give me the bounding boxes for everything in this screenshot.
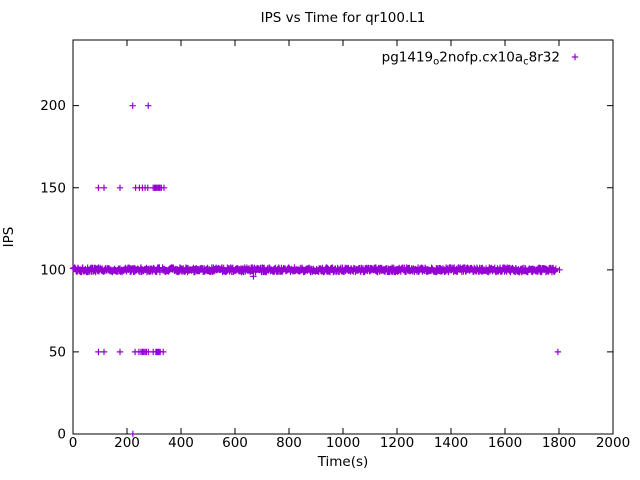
data-point <box>145 102 152 109</box>
y-tick-label: 100 <box>40 262 66 278</box>
data-point <box>95 184 102 191</box>
y-tick-label: 0 <box>57 427 66 443</box>
data-point <box>95 348 102 356</box>
y-axis-label: IPS <box>1 227 17 248</box>
x-tick-label: 1600 <box>488 435 522 451</box>
x-tick-label: 2000 <box>596 435 630 451</box>
x-tick-label: 200 <box>114 435 140 451</box>
x-tick-label: 1800 <box>542 435 576 451</box>
data-point <box>100 348 108 356</box>
data-point <box>100 184 108 191</box>
plot-generated-content: 0 200 400 600 800 1000 1200 1400 1600 1800 2000 0 50… <box>40 39 630 451</box>
x-tick-label: 600 <box>222 435 248 451</box>
x-tick-label: 0 <box>69 435 78 451</box>
chart-title: IPS vs Time for qr100.L1 <box>261 10 426 26</box>
y-tick-label: 200 <box>40 98 66 114</box>
data-point <box>129 430 137 438</box>
x-tick-label: 400 <box>168 435 194 451</box>
data-point <box>554 348 562 356</box>
x-tick-label: 1200 <box>380 435 414 451</box>
y-tick-label: 150 <box>40 180 66 196</box>
data-point <box>250 273 257 280</box>
data-point <box>556 266 563 273</box>
legend-marker <box>571 53 579 61</box>
data-point <box>160 184 168 191</box>
x-tick-label: 1000 <box>326 435 360 451</box>
x-tick-label: 800 <box>276 435 302 451</box>
x-axis-label: Time(s) <box>317 454 369 470</box>
data-point <box>144 184 151 191</box>
data-point <box>116 348 124 356</box>
legend-label: pg1419o2nofp.cx10ac8r32 <box>382 50 560 68</box>
data-point <box>116 184 124 191</box>
legend: pg1419o2nofp.cx10ac8r32 <box>382 50 579 68</box>
data-point <box>129 102 136 109</box>
data-point <box>160 348 167 356</box>
x-tick-label: 1400 <box>434 435 468 451</box>
steady-band-points <box>69 264 559 276</box>
plot-border <box>72 39 614 435</box>
y-tick-label: 50 <box>49 344 66 360</box>
